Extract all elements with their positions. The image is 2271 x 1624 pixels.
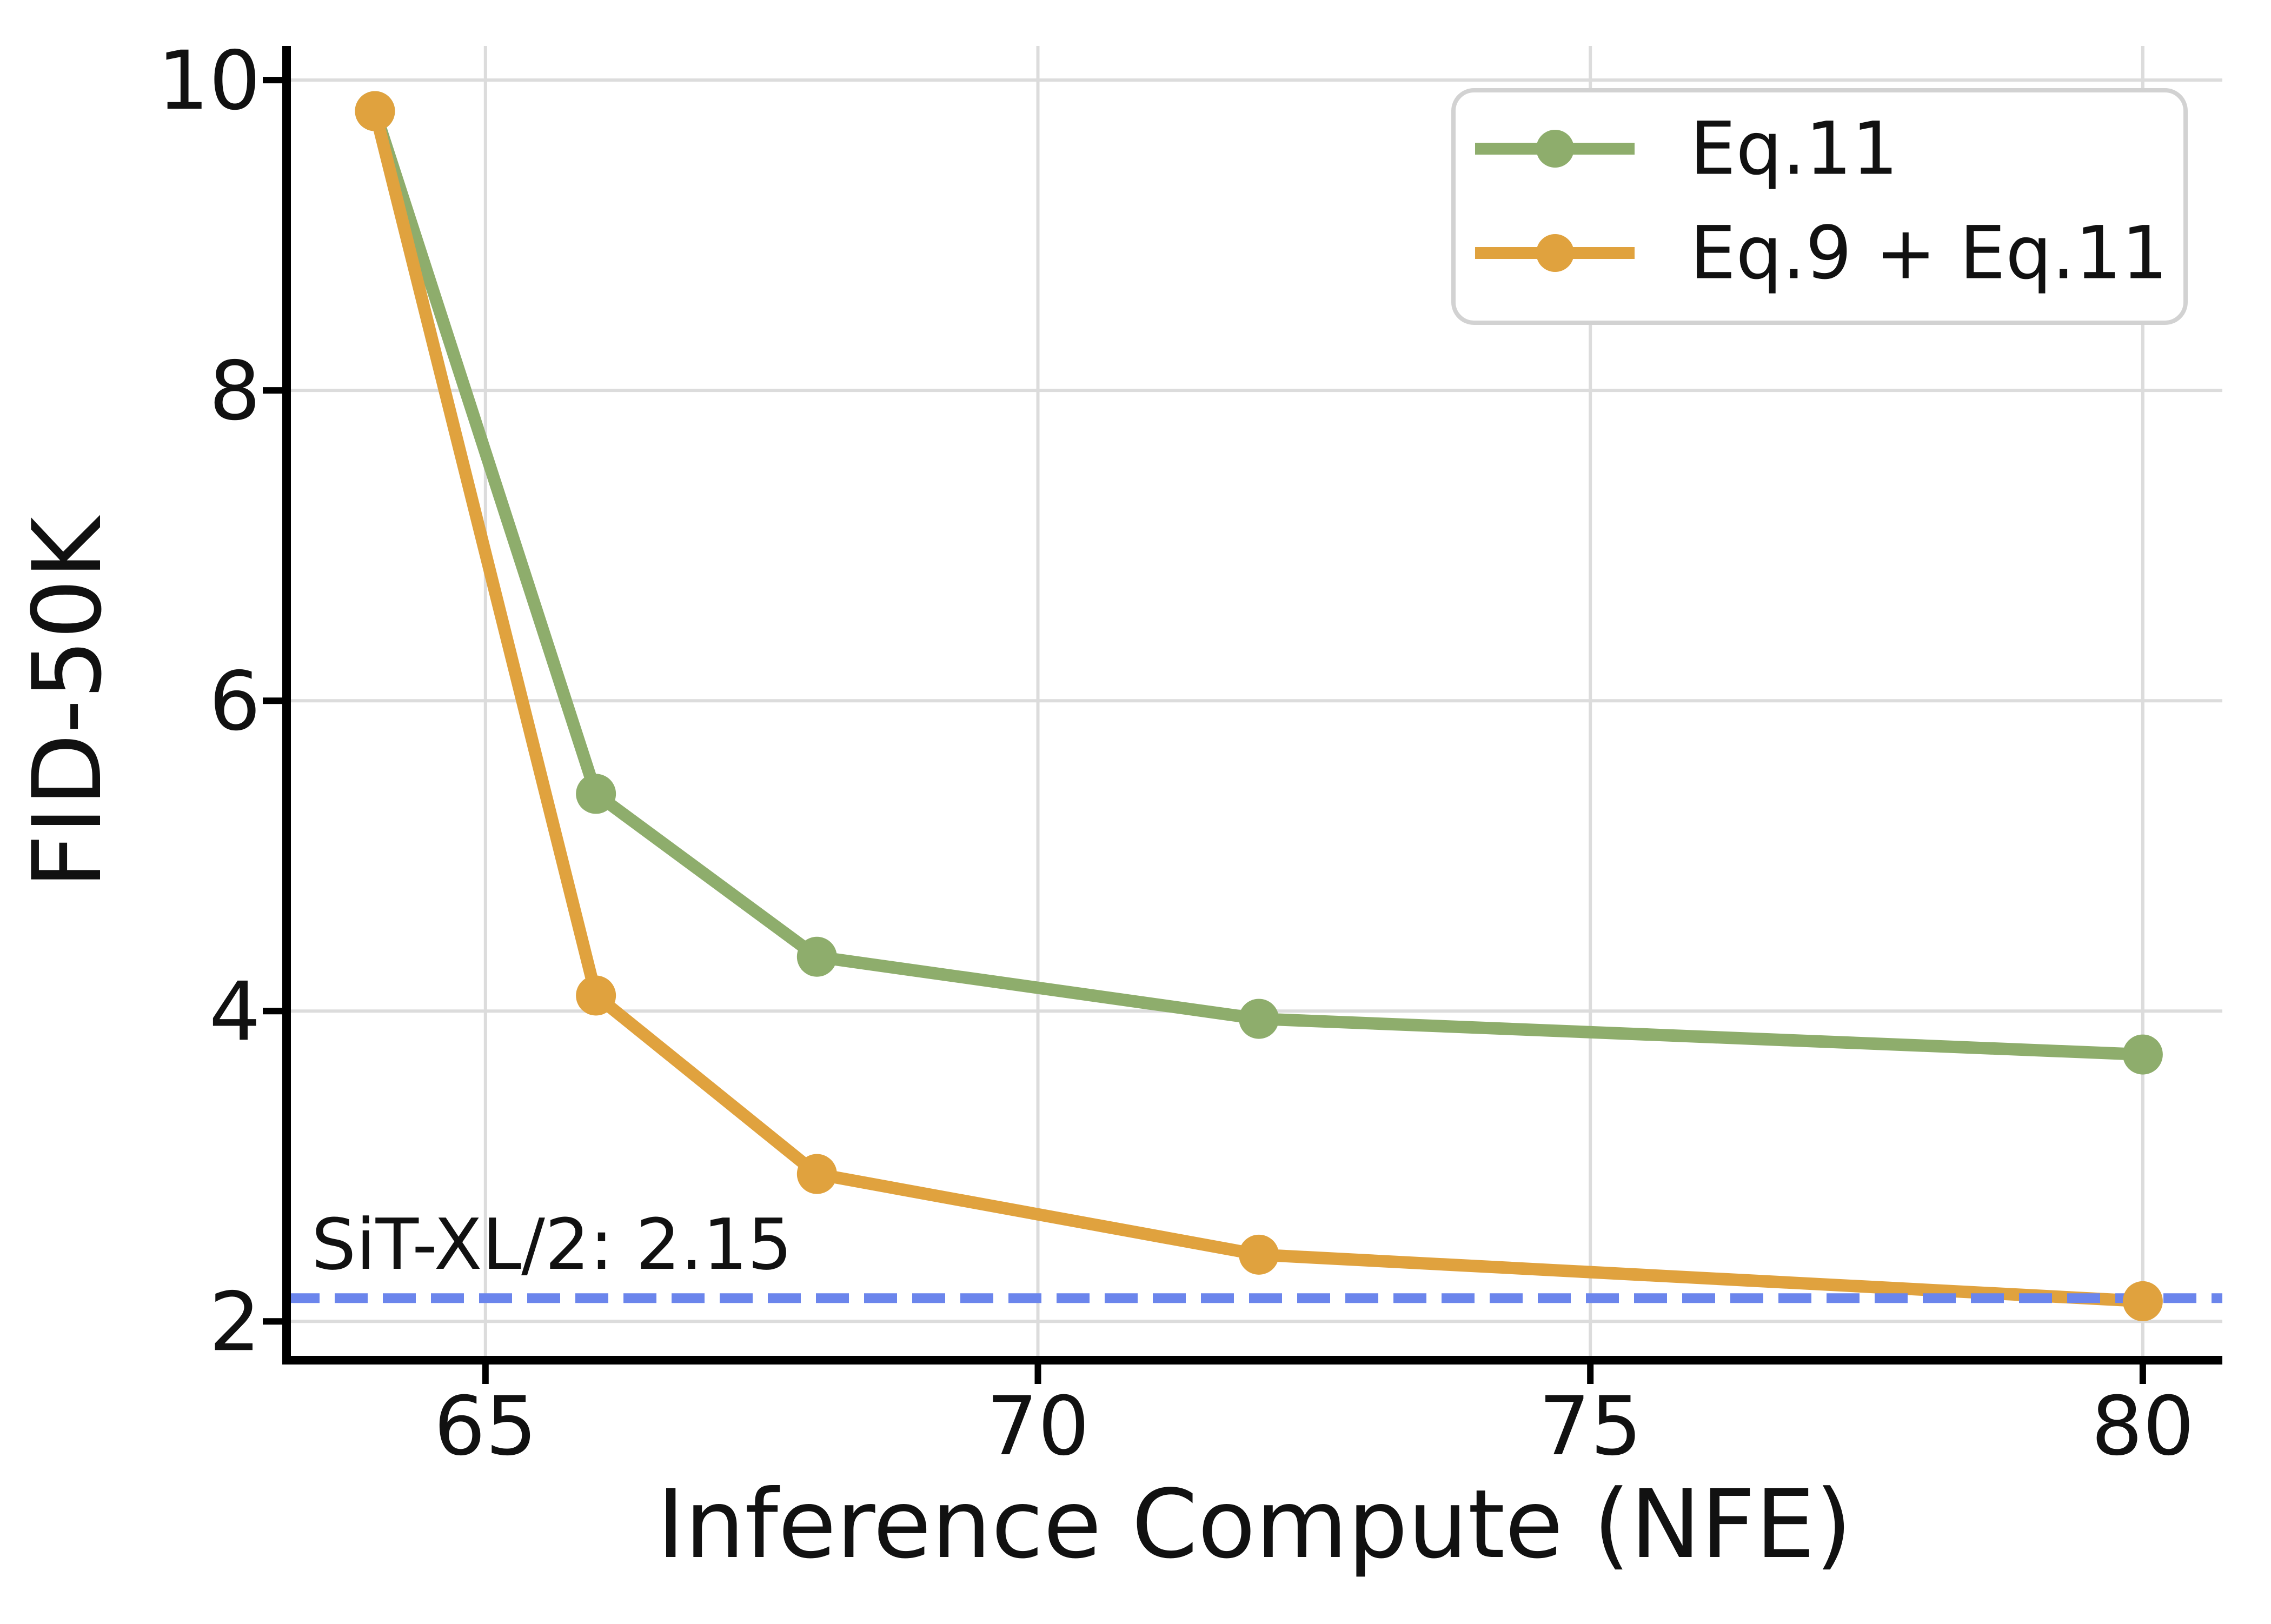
data-point-1-2 <box>796 1154 837 1194</box>
baseline-annotation: SiT-XL/2: 2.15 <box>311 1203 792 1286</box>
axis-tick-labels: 65 70 75 80 2 4 6 8 10 <box>157 34 2194 1474</box>
legend-box <box>1451 88 2188 325</box>
x-tick-label-65: 65 <box>434 1380 537 1474</box>
data-point-1-3 <box>1239 1234 1279 1275</box>
y-tick-label-2: 2 <box>209 1275 261 1369</box>
y-tick-label-8: 8 <box>209 344 261 438</box>
legend: Eq.11 Eq.9 + Eq.11 <box>1451 88 2188 325</box>
data-point-1-0 <box>355 91 395 131</box>
data-point-0-1 <box>576 774 616 814</box>
y-tick-label-10: 10 <box>157 34 261 128</box>
data-point-0-3 <box>1239 999 1279 1039</box>
data-point-0-2 <box>796 936 837 977</box>
series-markers <box>355 91 2163 1321</box>
data-point-1-1 <box>576 975 616 1016</box>
axes-spines <box>282 46 2222 1365</box>
legend-swatch-marker-eq9-eq11 <box>1536 234 1574 272</box>
x-tick-label-70: 70 <box>986 1380 1090 1474</box>
legend-entry-eq11: Eq.11 <box>1475 107 1898 191</box>
y-tick-label-6: 6 <box>209 655 261 749</box>
legend-label-eq11: Eq.11 <box>1690 107 1898 191</box>
x-axis-label: Inference Compute (NFE) <box>657 1470 1852 1580</box>
y-axis-label: FID-50K <box>13 515 123 889</box>
y-tick-label-4: 4 <box>209 965 261 1059</box>
x-tick-label-75: 75 <box>1539 1380 1642 1474</box>
legend-entry-eq9-eq11: Eq.9 + Eq.11 <box>1475 211 2168 296</box>
legend-swatch-marker-eq11 <box>1536 130 1574 168</box>
data-point-0-4 <box>2122 1034 2163 1075</box>
axis-ticks <box>263 77 2146 1384</box>
data-point-1-4 <box>2122 1281 2163 1321</box>
x-tick-label-80: 80 <box>2091 1380 2194 1474</box>
legend-label-eq9-eq11: Eq.9 + Eq.11 <box>1690 211 2168 296</box>
